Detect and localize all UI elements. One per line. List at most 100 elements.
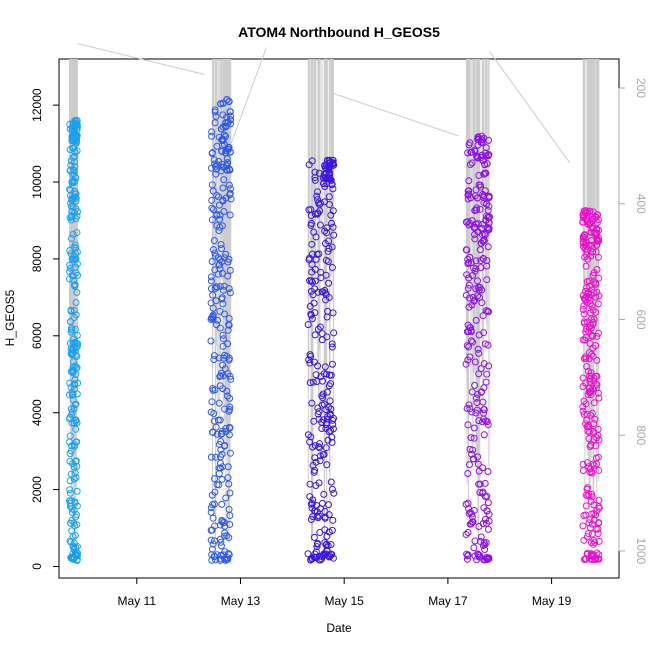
- data-point: [485, 136, 493, 144]
- data-point: [307, 500, 315, 508]
- data-point: [215, 399, 223, 407]
- data-point: [323, 461, 331, 469]
- data-point: [467, 326, 475, 334]
- data-point: [217, 453, 225, 461]
- data-point: [320, 490, 328, 498]
- data-point: [70, 137, 78, 145]
- data-point: [69, 195, 77, 203]
- data-point: [593, 288, 601, 296]
- data-point: [595, 394, 603, 402]
- data-point: [221, 548, 229, 556]
- data-point: [478, 286, 486, 294]
- data-point: [66, 489, 74, 497]
- data-point: [315, 169, 323, 177]
- data-point: [317, 268, 325, 276]
- data-point: [472, 394, 480, 402]
- y-tick-label: 6000: [30, 322, 44, 349]
- data-point: [472, 409, 480, 417]
- data-point: [308, 499, 316, 507]
- data-point: [328, 550, 336, 558]
- x-axis-label: Date: [326, 621, 352, 635]
- data-point: [586, 465, 594, 473]
- data-point: [472, 186, 480, 194]
- data-point: [464, 551, 472, 559]
- data-point: [69, 363, 77, 371]
- data-point: [475, 172, 483, 180]
- data-point: [307, 433, 315, 441]
- data-point: [590, 269, 598, 277]
- data-point: [219, 331, 227, 339]
- data-point: [323, 229, 331, 237]
- data-point: [66, 186, 74, 194]
- data-point: [209, 291, 217, 299]
- data-point: [484, 243, 492, 251]
- data-point: [322, 296, 330, 304]
- data-point: [595, 466, 603, 474]
- data-point: [585, 519, 593, 527]
- data-point: [316, 221, 324, 229]
- data-point: [479, 237, 487, 245]
- data-point: [477, 239, 485, 247]
- y-axis-label: H_GEOS5: [3, 289, 17, 346]
- data-point: [313, 378, 321, 386]
- data-point: [71, 148, 79, 156]
- data-point: [464, 499, 472, 507]
- data-point: [464, 284, 472, 292]
- data-point: [208, 314, 216, 322]
- data-point: [219, 184, 227, 192]
- data-point: [305, 161, 313, 169]
- y-tick-label: 0: [30, 563, 44, 570]
- data-point: [68, 505, 76, 513]
- data-point: [68, 326, 76, 334]
- data-point: [70, 209, 78, 217]
- data-point: [325, 279, 333, 287]
- data-point: [464, 218, 472, 226]
- data-point: [322, 444, 330, 452]
- data-point: [212, 252, 220, 260]
- data-point: [69, 509, 77, 517]
- x-tick-label: May 13: [221, 594, 261, 608]
- data-point: [465, 343, 473, 351]
- data-point: [225, 534, 233, 542]
- data-point: [65, 391, 73, 399]
- data-point: [467, 194, 475, 202]
- data-point: [586, 524, 594, 532]
- data-point: [71, 163, 79, 171]
- data-point: [477, 138, 486, 147]
- data-point: [216, 324, 224, 332]
- data-point: [477, 533, 485, 541]
- data-point: [72, 263, 80, 271]
- data-point: [310, 358, 318, 366]
- data-point: [71, 340, 79, 348]
- data-point: [211, 475, 219, 483]
- data-point: [70, 475, 78, 483]
- data-point: [71, 376, 79, 384]
- data-point: [68, 350, 76, 358]
- data-point: [70, 442, 78, 450]
- data-point: [226, 148, 234, 156]
- data-point: [226, 449, 234, 457]
- data-point: [218, 245, 226, 253]
- data-point: [580, 310, 588, 318]
- data-point: [216, 100, 225, 108]
- data-point: [330, 329, 338, 337]
- data-point: [583, 416, 591, 424]
- data-point: [314, 325, 322, 333]
- data-point: [226, 512, 234, 520]
- data-point: [482, 200, 491, 208]
- data-point: [304, 321, 312, 329]
- data-point: [314, 209, 322, 217]
- data-point: [307, 311, 315, 319]
- data-point: [225, 285, 233, 293]
- data-point: [594, 300, 602, 308]
- data-point: [305, 254, 313, 262]
- data-point: [586, 516, 594, 524]
- data-point: [212, 423, 220, 431]
- y-tick-label: 12000: [30, 88, 44, 122]
- data-point: [318, 418, 326, 426]
- data-point: [312, 482, 320, 490]
- data-point: [593, 332, 601, 340]
- y-tick-label: 2000: [30, 476, 44, 503]
- data-point: [480, 431, 488, 439]
- data-point: [318, 288, 326, 296]
